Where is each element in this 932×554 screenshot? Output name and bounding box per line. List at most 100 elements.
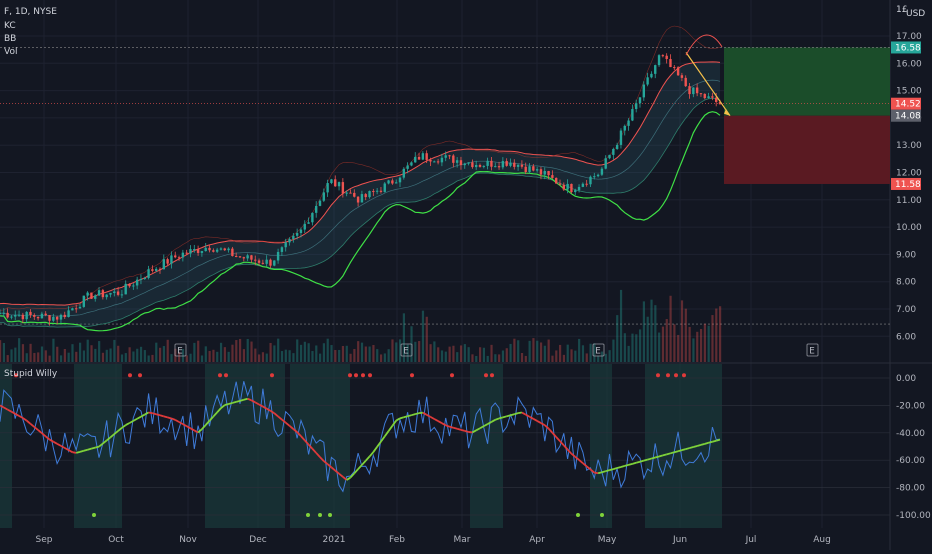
currency-label[interactable]: USD bbox=[906, 8, 925, 20]
candle-body bbox=[532, 166, 534, 170]
overbought-dot bbox=[224, 373, 228, 377]
oscillator-slow-line bbox=[606, 470, 610, 471]
x-tick-label: Feb bbox=[389, 535, 405, 545]
volume-bar bbox=[681, 300, 683, 362]
candle-body bbox=[71, 308, 73, 310]
candle-body bbox=[399, 178, 401, 183]
oscillator-zone bbox=[290, 364, 350, 528]
candle-body bbox=[29, 312, 31, 315]
candle-body bbox=[456, 160, 458, 163]
legend-kc[interactable]: KC bbox=[4, 20, 16, 32]
candle-body bbox=[254, 260, 256, 261]
oscillator-slow-line bbox=[152, 413, 156, 414]
candle-body bbox=[563, 185, 565, 190]
volume-bar bbox=[395, 342, 397, 362]
candle-body bbox=[578, 187, 580, 190]
candle-body bbox=[140, 279, 142, 280]
candle-body bbox=[544, 171, 546, 175]
volume-bar bbox=[380, 354, 382, 362]
oscillator-slow-line bbox=[655, 456, 659, 457]
oscillator-slow-line bbox=[663, 454, 667, 455]
x-tick-label: Apr bbox=[529, 535, 545, 545]
volume-bar bbox=[449, 347, 451, 362]
volume-bar bbox=[624, 333, 626, 362]
oscillator-slow-line bbox=[670, 452, 674, 453]
overbought-dot bbox=[348, 373, 352, 377]
volume-bar bbox=[669, 296, 671, 362]
volume-bar bbox=[643, 301, 645, 362]
oscillator-slow-line bbox=[229, 403, 233, 404]
earnings-marker-label: E bbox=[595, 347, 601, 357]
candle-body bbox=[288, 239, 290, 242]
volume-bar bbox=[570, 349, 572, 362]
oscillator-slow-line bbox=[225, 404, 229, 405]
volume-bar bbox=[658, 333, 660, 362]
volume-bar bbox=[517, 340, 519, 362]
volume-bar bbox=[121, 354, 123, 362]
x-tick-label: Aug bbox=[813, 535, 831, 545]
oscillator-slow-line bbox=[72, 452, 76, 453]
candle-body bbox=[304, 224, 306, 230]
volume-bar bbox=[132, 351, 134, 362]
candle-body bbox=[448, 155, 450, 156]
volume-bar bbox=[452, 346, 454, 362]
candle-body bbox=[212, 250, 214, 251]
volume-bar bbox=[429, 344, 431, 362]
candle-body bbox=[555, 178, 557, 184]
candle-body bbox=[147, 269, 149, 278]
volume-bar bbox=[563, 355, 565, 362]
legend-bb[interactable]: BB bbox=[4, 33, 16, 45]
volume-bar bbox=[483, 348, 485, 362]
candle-body bbox=[593, 176, 595, 177]
earnings-marker-label: E bbox=[403, 347, 409, 357]
oscillator-slow-line bbox=[644, 460, 648, 461]
candle-body bbox=[509, 163, 511, 166]
oscillator-slow-line bbox=[651, 458, 655, 459]
volume-bar bbox=[220, 343, 222, 362]
candle-body bbox=[692, 88, 694, 95]
volume-bar bbox=[422, 311, 424, 362]
volume-bar bbox=[315, 345, 317, 362]
candle-body bbox=[467, 162, 469, 163]
volume-bar bbox=[94, 349, 96, 362]
candle-body bbox=[505, 161, 507, 166]
candle-body bbox=[418, 157, 420, 160]
oscillator-slow-line bbox=[701, 444, 705, 445]
volume-bar bbox=[163, 346, 165, 362]
candle-body bbox=[163, 259, 165, 269]
candle-body bbox=[479, 165, 481, 167]
price-tick-label: 6.00 bbox=[896, 332, 916, 342]
volume-bar bbox=[639, 329, 641, 362]
osc-tick-label: -40.00 bbox=[896, 429, 925, 439]
oscillator-slow-line bbox=[659, 455, 663, 456]
volume-bar bbox=[704, 324, 706, 362]
oscillator-slow-line bbox=[621, 466, 625, 467]
candle-body bbox=[144, 278, 146, 279]
volume-bar bbox=[609, 350, 611, 362]
candle-body bbox=[64, 315, 66, 317]
oscillator-slow-line bbox=[682, 449, 686, 450]
volume-bar bbox=[460, 345, 462, 362]
oscillator-slow-line bbox=[674, 451, 678, 452]
candle-body bbox=[342, 182, 344, 193]
volume-bar bbox=[75, 352, 77, 362]
oscillator-zone bbox=[590, 364, 612, 528]
legend-vol[interactable]: Vol bbox=[4, 46, 17, 58]
candle-body bbox=[410, 162, 412, 165]
oscillator-title[interactable]: Stupid Willy bbox=[4, 368, 57, 380]
oscillator-slow-line bbox=[712, 441, 716, 442]
volume-bar bbox=[273, 345, 275, 362]
candle-body bbox=[536, 169, 538, 170]
volume-bar bbox=[266, 354, 268, 362]
candle-body bbox=[326, 183, 328, 192]
volume-bar bbox=[186, 355, 188, 362]
oversold-dot bbox=[576, 513, 580, 517]
price-tick-label: 7.00 bbox=[896, 305, 916, 315]
volume-bar bbox=[117, 346, 119, 362]
candle-body bbox=[239, 256, 241, 257]
volume-bar bbox=[224, 347, 226, 362]
volume-bar bbox=[254, 349, 256, 362]
volume-bar bbox=[544, 346, 546, 362]
symbol-title[interactable]: F, 1D, NYSE bbox=[4, 6, 57, 18]
